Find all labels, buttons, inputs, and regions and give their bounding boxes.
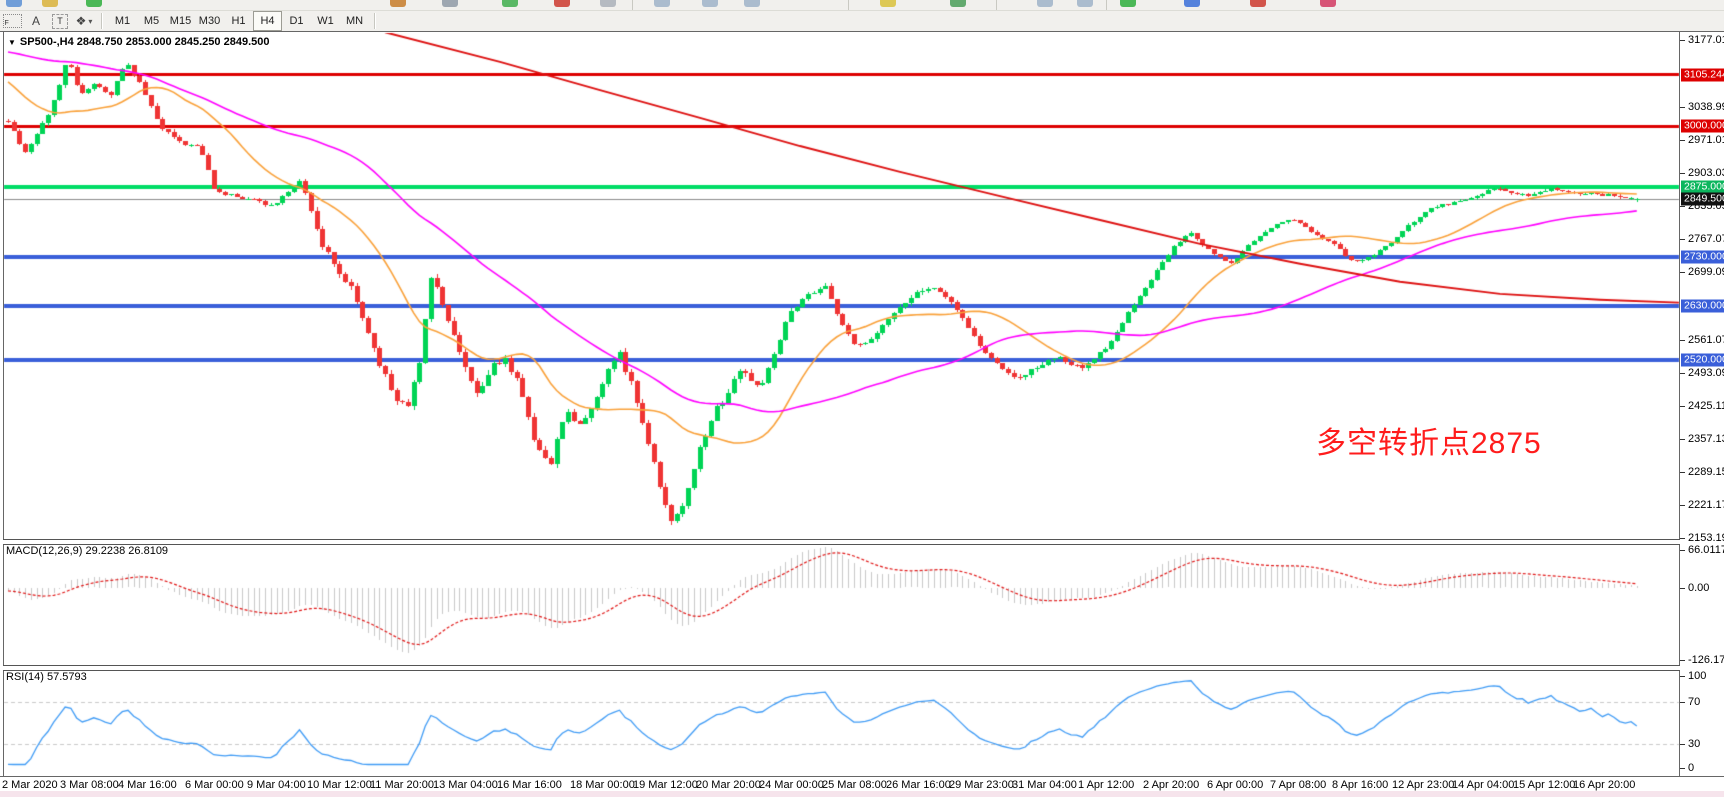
time-tick-label: 29 Mar 23:00: [949, 779, 1014, 791]
time-tick-label: 4 Mar 16:00: [118, 779, 177, 791]
panel-separator-macd[interactable]: [3, 539, 1680, 545]
macd-axis-label: 66.0117: [1688, 544, 1724, 557]
macd-tick-mark: [1680, 660, 1685, 661]
rsi-axis-label: 0: [1688, 762, 1695, 774]
time-tick-label: 2 Mar 2020: [2, 779, 58, 791]
price-tick-mark: [1680, 339, 1685, 341]
price-tick-mark: [1680, 206, 1685, 208]
price-tick-label: 2221.170: [1688, 498, 1724, 511]
price-tick-label: 2971.010: [1688, 134, 1724, 147]
time-tick-label: 9 Mar 04:00: [247, 779, 306, 791]
price-tick-mark: [1680, 372, 1685, 374]
time-tick-label: 19 Mar 12:00: [633, 779, 698, 791]
time-tick-label: 2 Apr 20:00: [1143, 779, 1200, 791]
price-tick-mark: [1680, 471, 1685, 473]
price-tick-label: 2561.070: [1688, 333, 1724, 346]
time-tick-label: 6 Apr 00:00: [1207, 779, 1264, 791]
time-tick-label: 24 Mar 00:00: [759, 779, 824, 791]
price-tick-label: 2699.090: [1688, 266, 1724, 279]
time-tick-label: 10 Mar 12:00: [307, 779, 372, 791]
price-tick-label: 2903.030: [1688, 167, 1724, 180]
time-axis[interactable]: [0, 777, 1724, 791]
price-tick-mark: [1680, 40, 1685, 41]
time-tick-label: 31 Mar 04:00: [1012, 779, 1077, 791]
time-tick-label: 12 Apr 23:00: [1392, 779, 1455, 791]
price-level-badge: 3105.244: [1681, 68, 1724, 82]
price-tick-label: 2289.150: [1688, 465, 1724, 478]
chart-text-annotation[interactable]: 多空转折点2875: [1316, 427, 1542, 460]
chart-left-border: [3, 31, 4, 777]
price-tick-mark: [1680, 107, 1685, 109]
time-tick-label: 13 Mar 04:00: [433, 779, 498, 791]
macd-tick-mark: [1680, 550, 1685, 552]
time-axis-border: [0, 776, 1724, 777]
price-level-badge: 2849.500: [1681, 192, 1724, 206]
time-tick-label: 16 Mar 16:00: [497, 779, 562, 791]
price-tick-label: 2153.190: [1688, 531, 1724, 544]
price-tick-label: 2493.090: [1688, 366, 1724, 379]
panel-separator-rsi[interactable]: [3, 665, 1680, 671]
price-tick-mark: [1680, 504, 1685, 506]
chart-top-border: [0, 31, 1724, 32]
macd-tick-mark: [1680, 587, 1685, 589]
rsi-axis-label: 100: [1688, 670, 1707, 682]
price-level-badge: 2875.000: [1681, 180, 1724, 194]
price-level-badge: 2630.000: [1681, 299, 1724, 313]
time-tick-label: 7 Apr 08:00: [1270, 779, 1327, 791]
price-tick-label: 2357.130: [1688, 432, 1724, 445]
price-tick-mark: [1680, 173, 1685, 175]
price-tick-label: 2425.110: [1688, 399, 1724, 412]
rsi-axis-label: 30: [1688, 737, 1701, 750]
macd-axis-label: 0.00: [1688, 581, 1710, 594]
time-tick-label: 11 Mar 20:00: [370, 779, 435, 791]
time-tick-label: 25 Mar 08:00: [822, 779, 887, 791]
macd-axis-label: -126.173: [1688, 654, 1724, 666]
macd-indicator-label: MACD(12,26,9) 29.2238 26.8109: [6, 545, 169, 557]
chart-symbol-title[interactable]: ▼ SP500-,H4 2848.750 2853.000 2845.250 28…: [8, 36, 269, 48]
price-level-badge: 3000.000: [1681, 119, 1724, 133]
rsi-axis-label: 70: [1688, 695, 1701, 708]
price-tick-label: 3177.010: [1688, 34, 1724, 46]
price-tick-label: 2767.070: [1688, 233, 1724, 246]
rsi-tick-mark: [1680, 676, 1685, 677]
time-tick-label: 16 Apr 20:00: [1573, 779, 1636, 791]
time-tick-label: 18 Mar 00:00: [570, 779, 635, 791]
time-tick-label: 20 Mar 20:00: [696, 779, 761, 791]
price-tick-mark: [1680, 239, 1685, 241]
rsi-indicator-label: RSI(14) 57.5793: [6, 671, 87, 683]
ohlc-readout: SP500-,H4 2848.750 2853.000 2845.250 284…: [19, 36, 270, 48]
price-tick-label: 3038.990: [1688, 101, 1724, 114]
time-tick-label: 1 Apr 12:00: [1078, 779, 1135, 791]
time-tick-label: 26 Mar 16:00: [886, 779, 951, 791]
price-tick-mark: [1680, 405, 1685, 407]
price-tick-mark: [1680, 438, 1685, 440]
price-level-badge: 2520.000: [1681, 353, 1724, 367]
time-tick-label: 14 Apr 04:00: [1452, 779, 1515, 791]
bottom-strip: [0, 791, 1724, 797]
time-tick-label: 6 Mar 00:00: [185, 779, 244, 791]
price-axis-border: [1679, 31, 1680, 777]
time-tick-label: 3 Mar 08:00: [60, 779, 119, 791]
price-tick-mark: [1680, 537, 1685, 539]
time-tick-label: 8 Apr 16:00: [1332, 779, 1389, 791]
rsi-tick-mark: [1680, 743, 1685, 745]
price-level-badge: 2730.000: [1681, 250, 1724, 264]
price-tick-mark: [1680, 272, 1685, 274]
rsi-tick-mark: [1680, 768, 1685, 769]
price-tick-mark: [1680, 140, 1685, 142]
chevron-down-icon[interactable]: ▼: [8, 38, 16, 47]
rsi-tick-mark: [1680, 701, 1685, 703]
time-tick-label: 15 Apr 12:00: [1513, 779, 1576, 791]
